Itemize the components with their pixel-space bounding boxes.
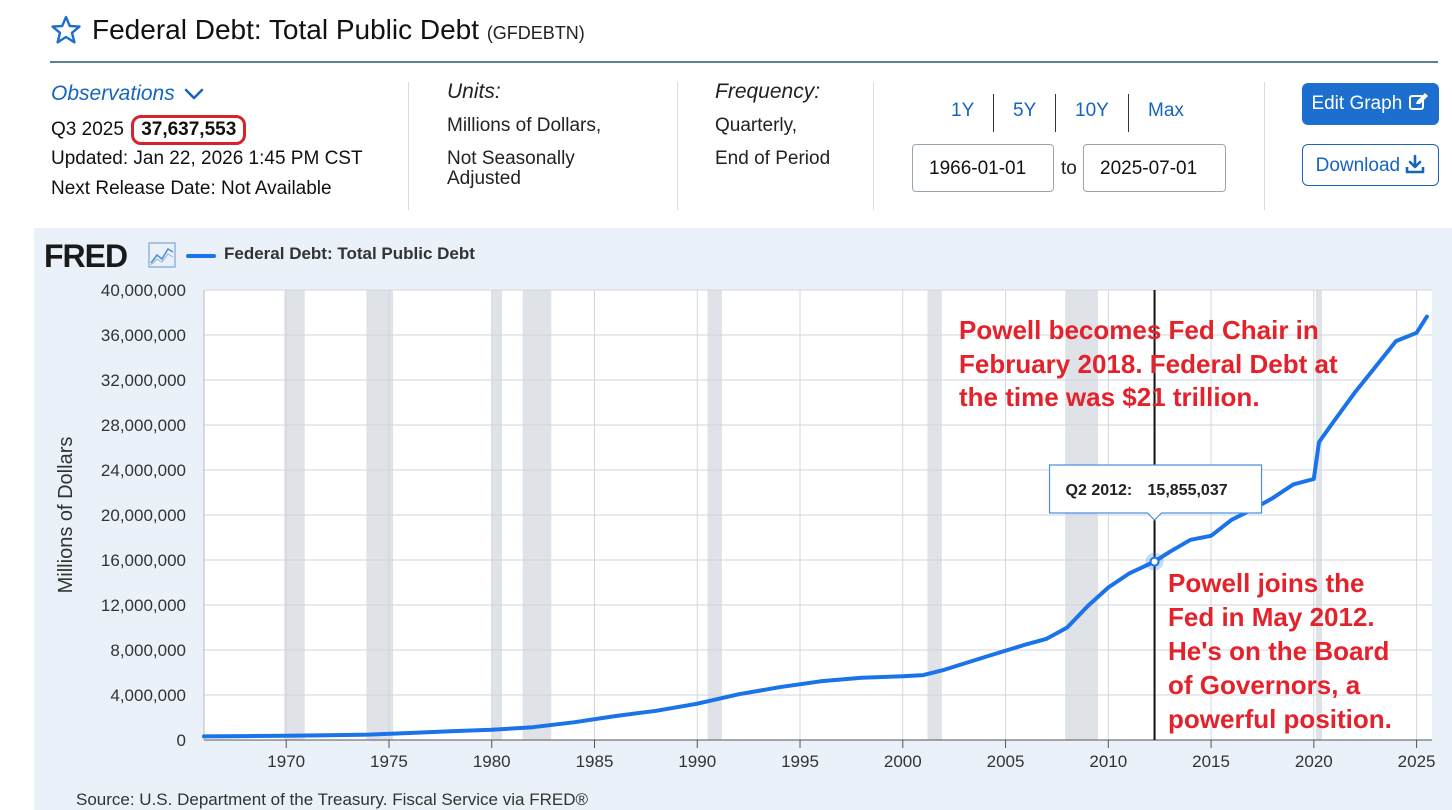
x-tick-label: 2025 bbox=[1398, 752, 1436, 771]
legend-label: Federal Debt: Total Public Debt bbox=[224, 244, 475, 263]
start-date-input[interactable]: 1966-01-01 bbox=[912, 144, 1054, 192]
x-tick-label: 1995 bbox=[781, 752, 819, 771]
observations-dropdown[interactable]: Observations bbox=[51, 82, 205, 106]
observation-period: Q3 2025 bbox=[51, 119, 124, 140]
frequency-heading: Frequency: bbox=[715, 80, 821, 103]
y-tick-label: 0 bbox=[177, 731, 186, 750]
series-code: (GFDEBTN) bbox=[486, 23, 585, 43]
range-divider bbox=[1128, 94, 1129, 132]
y-tick-label: 16,000,000 bbox=[101, 551, 186, 570]
info-divider bbox=[677, 82, 678, 210]
x-tick-label: 1985 bbox=[576, 752, 614, 771]
header-divider bbox=[50, 61, 1438, 63]
y-tick-label: 24,000,000 bbox=[101, 461, 186, 480]
info-divider bbox=[873, 82, 874, 210]
x-tick-label: 2015 bbox=[1192, 752, 1230, 771]
x-tick-label: 1990 bbox=[678, 752, 716, 771]
x-tick-label: 2005 bbox=[987, 752, 1025, 771]
info-divider bbox=[1264, 82, 1265, 210]
units-heading: Units: bbox=[447, 80, 501, 103]
y-tick-label: 20,000,000 bbox=[101, 506, 186, 525]
range-10y-button[interactable]: 10Y bbox=[1075, 100, 1109, 121]
fred-logo: FRED bbox=[44, 238, 128, 274]
x-tick-label: 1975 bbox=[370, 752, 408, 771]
latest-observation: Q3 2025 37,637,553 bbox=[51, 115, 247, 145]
annotation-text: powerful position. bbox=[1168, 704, 1392, 734]
info-divider bbox=[408, 82, 409, 210]
annotation-text: of Governors, a bbox=[1168, 670, 1361, 700]
y-tick-label: 8,000,000 bbox=[110, 641, 186, 660]
next-release-date: Next Release Date: Not Available bbox=[51, 178, 332, 199]
tooltip-period: Q2 2012: bbox=[1066, 482, 1133, 499]
y-axis-label: Millions of Dollars bbox=[55, 437, 77, 594]
y-tick-label: 36,000,000 bbox=[101, 326, 186, 345]
x-tick-label: 2020 bbox=[1295, 752, 1333, 771]
observation-value: 37,637,553 bbox=[131, 115, 247, 145]
end-date-input[interactable]: 2025-07-01 bbox=[1083, 144, 1226, 192]
frequency-line: End of Period bbox=[715, 148, 831, 169]
units-line: Not Seasonally bbox=[447, 148, 575, 169]
updated-date: Updated: Jan 22, 2026 1:45 PM CST bbox=[51, 148, 363, 169]
series-title: Federal Debt: Total Public Debt bbox=[92, 14, 480, 45]
range-1y-button[interactable]: 1Y bbox=[951, 100, 975, 121]
edit-icon bbox=[1408, 93, 1428, 110]
annotation-text: He's on the Board bbox=[1168, 636, 1389, 666]
units-line: Millions of Dollars, bbox=[447, 115, 602, 136]
x-tick-label: 1980 bbox=[473, 752, 511, 771]
range-divider bbox=[1055, 94, 1056, 132]
x-tick-label: 1970 bbox=[267, 752, 305, 771]
favorite-star-icon[interactable] bbox=[50, 14, 82, 46]
annotation-text: February 2018. Federal Debt at bbox=[959, 349, 1338, 379]
range-max-button[interactable]: Max bbox=[1148, 100, 1184, 121]
annotation-text: Fed in May 2012. bbox=[1168, 602, 1375, 632]
source-note: Source: U.S. Department of the Treasury.… bbox=[76, 790, 588, 809]
units-line: Adjusted bbox=[447, 168, 521, 189]
y-tick-label: 40,000,000 bbox=[101, 281, 186, 300]
range-5y-button[interactable]: 5Y bbox=[1013, 100, 1037, 121]
frequency-line: Quarterly, bbox=[715, 115, 798, 136]
x-tick-label: 2000 bbox=[884, 752, 922, 771]
download-label: Download bbox=[1315, 155, 1401, 176]
y-tick-label: 32,000,000 bbox=[101, 371, 186, 390]
y-tick-label: 28,000,000 bbox=[101, 416, 186, 435]
legend-swatch bbox=[186, 254, 216, 258]
annotation-text: the time was $21 trillion. bbox=[959, 382, 1260, 412]
download-button[interactable]: Download bbox=[1302, 144, 1439, 186]
observations-label: Observations bbox=[51, 82, 175, 105]
annotation-text: Powell becomes Fed Chair in bbox=[959, 315, 1319, 345]
chart-line-icon bbox=[148, 242, 176, 268]
chevron-down-icon bbox=[184, 89, 203, 100]
x-tick-label: 2010 bbox=[1089, 752, 1127, 771]
download-icon bbox=[1406, 154, 1425, 174]
page-title: Federal Debt: Total Public Debt (GFDEBTN… bbox=[92, 14, 585, 46]
y-tick-label: 12,000,000 bbox=[101, 596, 186, 615]
date-range-to-label: to bbox=[1061, 158, 1077, 179]
y-tick-label: 4,000,000 bbox=[110, 686, 186, 705]
range-divider bbox=[993, 94, 994, 132]
edit-graph-label: Edit Graph bbox=[1311, 93, 1403, 114]
debt-series-line[interactable] bbox=[202, 314, 1429, 739]
annotation-text: Powell joins the bbox=[1168, 568, 1364, 598]
tooltip-value: 15,855,037 bbox=[1148, 482, 1228, 499]
tooltip-box bbox=[1048, 464, 1263, 521]
hover-point[interactable] bbox=[1149, 556, 1160, 567]
edit-graph-button[interactable]: Edit Graph bbox=[1302, 83, 1439, 125]
